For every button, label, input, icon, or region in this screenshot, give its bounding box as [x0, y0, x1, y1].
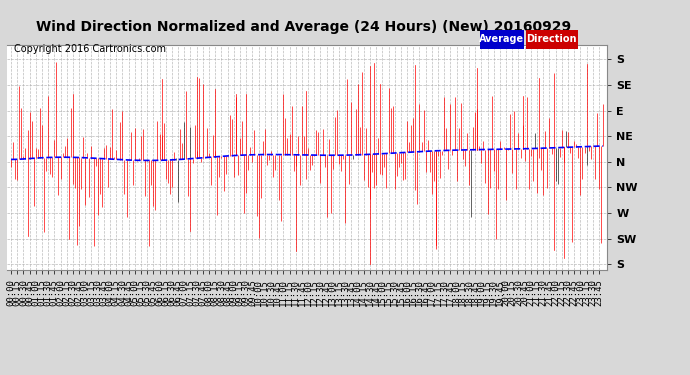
Text: Direction: Direction [526, 34, 577, 44]
Text: Average: Average [480, 34, 524, 44]
Text: Wind Direction Normalized and Average (24 Hours) (New) 20160929: Wind Direction Normalized and Average (2… [36, 20, 571, 34]
Text: Copyright 2016 Cartronics.com: Copyright 2016 Cartronics.com [14, 45, 166, 54]
